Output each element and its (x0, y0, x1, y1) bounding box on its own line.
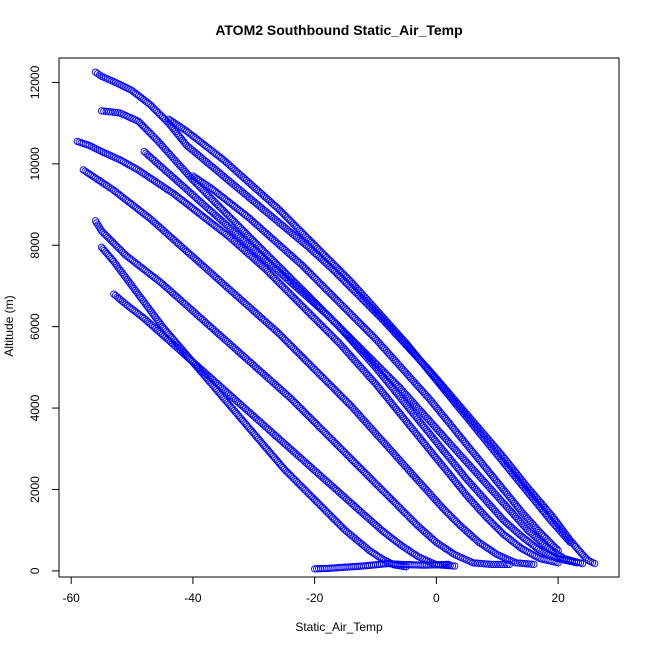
y-tick-label: 10000 (28, 147, 42, 181)
x-tick-label: -60 (63, 591, 81, 605)
y-tick-label: 2000 (28, 476, 42, 503)
x-tick-label: 20 (551, 591, 565, 605)
chart-title: ATOM2 Southbound Static_Air_Temp (215, 22, 462, 38)
x-axis-label: Static_Air_Temp (295, 620, 383, 634)
y-tick-label: 12000 (28, 65, 42, 99)
y-tick-label: 8000 (28, 232, 42, 259)
y-axis-label: Altitude (m) (2, 295, 16, 356)
y-tick-label: 6000 (28, 313, 42, 340)
x-tick-label: -40 (184, 591, 202, 605)
x-tick-label: 0 (433, 591, 440, 605)
y-tick-label: 0 (28, 567, 42, 574)
y-tick-label: 4000 (28, 394, 42, 421)
x-tick-label: -20 (306, 591, 324, 605)
